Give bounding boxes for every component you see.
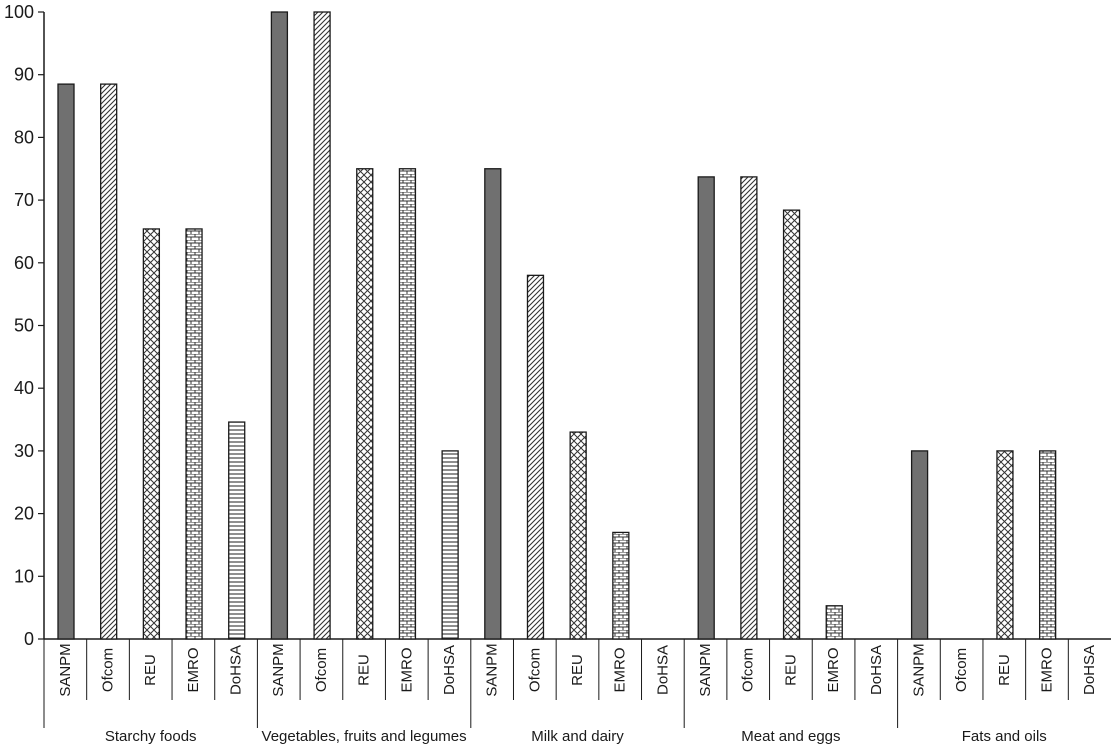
bar-dohsa <box>441 450 459 640</box>
x-tick-label: REU <box>142 654 159 686</box>
bar-emro <box>398 168 417 640</box>
y-tick-label: 70 <box>14 190 34 210</box>
x-tick-label: DoHSA <box>868 645 885 695</box>
x-tick-label: Ofcom <box>953 648 970 692</box>
x-tick-label: DoHSA <box>441 645 458 695</box>
x-tick-label: DoHSA <box>654 645 671 695</box>
x-tick-label: Ofcom <box>100 648 117 692</box>
bar-sanpm <box>697 176 715 640</box>
x-tick-label: EMRO <box>825 648 842 693</box>
x-tick-label: DoHSA <box>1081 645 1098 695</box>
bar-ofcom <box>526 274 545 640</box>
group-label: Meat and eggs <box>741 728 840 745</box>
bar-dohsa <box>228 421 246 640</box>
x-tick-label: DoHSA <box>228 645 245 695</box>
bar-ofcom <box>100 83 118 640</box>
y-tick-label: 0 <box>24 629 34 649</box>
y-tick-label: 50 <box>14 316 34 336</box>
y-tick-label: 90 <box>14 65 34 85</box>
bar-reu <box>142 228 161 640</box>
axes <box>38 11 1111 728</box>
y-tick-label: 100 <box>4 2 34 22</box>
bar-ofcom <box>313 11 331 640</box>
y-tick-label: 30 <box>14 441 34 461</box>
bar-reu <box>996 450 1014 640</box>
x-tick-label: Ofcom <box>740 648 757 692</box>
x-tick-label: SANPM <box>484 643 501 696</box>
y-tick-label: 40 <box>14 378 34 398</box>
bar-sanpm <box>910 450 929 640</box>
group-label: Vegetables, fruits and legumes <box>262 728 467 745</box>
group-label: Starchy foods <box>105 728 197 745</box>
bar-emro <box>185 228 203 640</box>
x-tick-label: EMRO <box>185 648 202 693</box>
x-tick-label: EMRO <box>1038 648 1055 693</box>
x-tick-label: SANPM <box>270 643 287 696</box>
bar-reu <box>569 431 587 640</box>
x-tick-label: EMRO <box>398 648 415 693</box>
bar-reu <box>356 168 374 640</box>
group-label: Fats and oils <box>962 728 1047 745</box>
x-tick-label: Ofcom <box>526 648 543 692</box>
x-tick-label: SANPM <box>57 643 74 696</box>
x-tick-label: REU <box>996 654 1013 686</box>
x-tick-label: EMRO <box>612 648 629 693</box>
y-tick-label: 80 <box>14 127 34 147</box>
bar-ofcom <box>740 176 758 640</box>
bar-sanpm <box>57 83 75 640</box>
y-tick-label: 10 <box>14 566 34 586</box>
bars <box>57 11 1057 640</box>
group-label: Milk and dairy <box>531 728 624 745</box>
labels: 0 10 20 30 40 50 60 70 80 90 100 SANPM Ofcom REU EMRO D… <box>4 2 1098 745</box>
x-tick-label: SANPM <box>697 643 714 696</box>
bar-emro <box>1038 450 1057 640</box>
x-tick-label: Ofcom <box>313 648 330 692</box>
y-tick-label: 20 <box>14 504 34 524</box>
bar-sanpm <box>270 11 289 640</box>
bar-emro <box>612 531 630 640</box>
x-tick-label: SANPM <box>910 643 927 696</box>
bar-emro <box>825 605 843 640</box>
bar-sanpm <box>484 168 502 640</box>
x-tick-label: REU <box>782 654 799 686</box>
x-tick-label: REU <box>356 654 373 686</box>
x-tick-label: REU <box>569 654 586 686</box>
bar-reu <box>782 209 801 640</box>
y-tick-label: 60 <box>14 253 34 273</box>
